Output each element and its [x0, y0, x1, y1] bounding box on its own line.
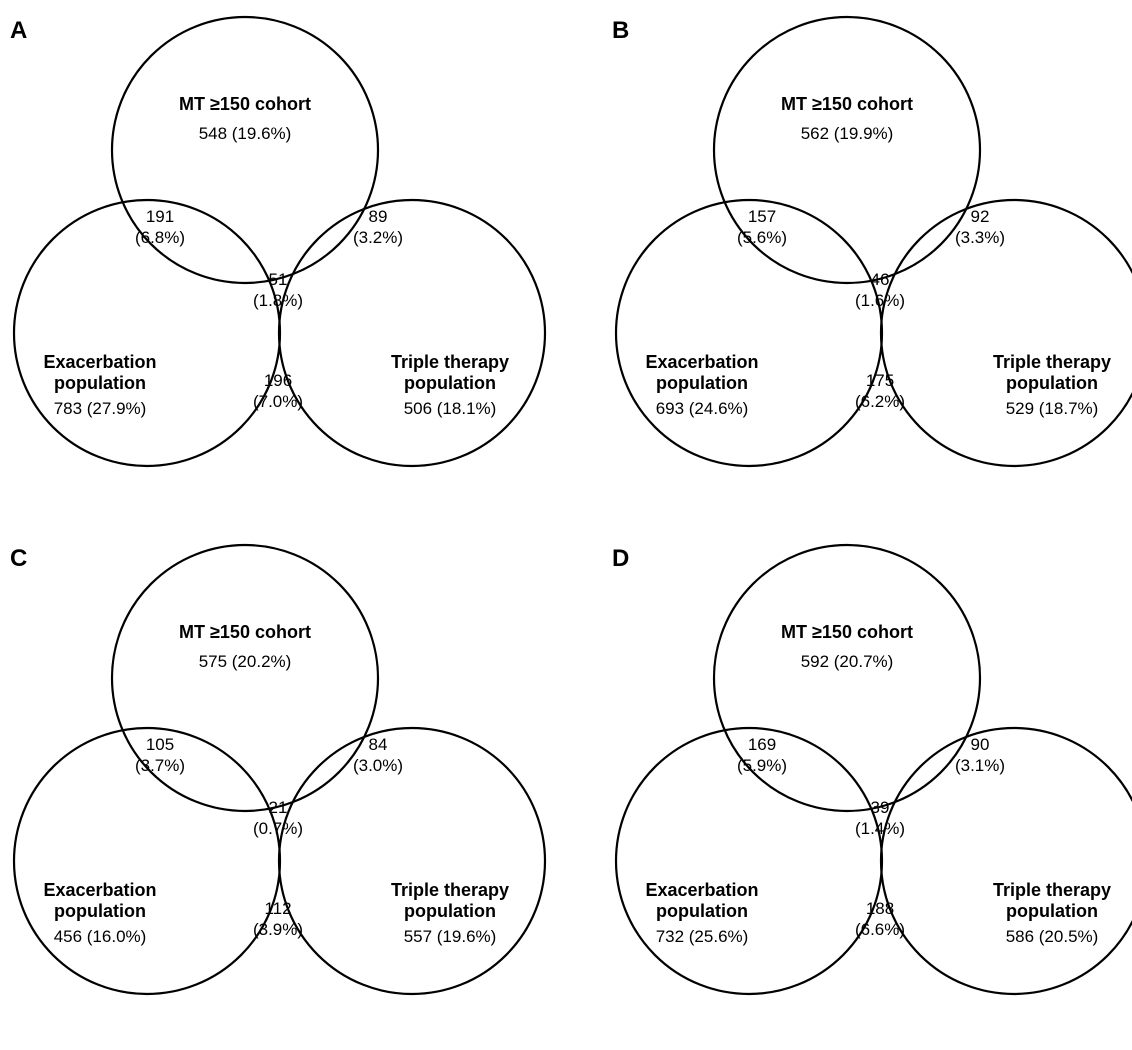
exacerbation-name: Exacerbation	[43, 352, 156, 372]
mt-triple-overlap-pct: (3.0%)	[353, 756, 403, 775]
triple-therapy-only-value: 506 (18.1%)	[404, 399, 497, 418]
mt-triple-overlap-count: 89	[369, 207, 388, 226]
mt-exac-overlap-count: 191	[146, 207, 174, 226]
panel-label: B	[612, 17, 629, 44]
triple-therapy-name: Triple therapy	[993, 880, 1111, 900]
panel-label: C	[10, 545, 27, 572]
panel-label: D	[612, 545, 629, 572]
exacerbation-only-value: 783 (27.9%)	[54, 399, 147, 418]
triple-therapy-only-value: 529 (18.7%)	[1006, 399, 1099, 418]
triple-therapy-circle	[879, 198, 1132, 468]
exacerbation-only-value: 732 (25.6%)	[656, 927, 749, 946]
exac-triple-overlap-count: 112	[264, 899, 291, 918]
mt-cohort-only-value: 592 (20.7%)	[801, 652, 894, 671]
exacerbation-name: population	[54, 373, 146, 393]
mt-triple-overlap-pct: (3.2%)	[353, 228, 403, 247]
triple-therapy-name: Triple therapy	[391, 880, 509, 900]
triple-therapy-circle	[277, 726, 547, 996]
exac-triple-overlap-count: 188	[866, 899, 894, 918]
exac-triple-overlap-count: 196	[264, 371, 292, 390]
mt-triple-overlap-count: 90	[971, 735, 990, 754]
all-three-overlap-count: 51	[269, 270, 288, 289]
exacerbation-name: Exacerbation	[645, 352, 758, 372]
mt-cohort-circle	[712, 15, 982, 285]
mt-cohort-name: MT ≥150 cohort	[781, 622, 913, 642]
mt-exac-overlap-count: 157	[748, 207, 776, 226]
mt-cohort-circle	[712, 543, 982, 813]
mt-cohort-only-value: 548 (19.6%)	[199, 124, 292, 143]
mt-triple-overlap-pct: (3.3%)	[955, 228, 1005, 247]
mt-cohort-only-value: 562 (19.9%)	[801, 124, 894, 143]
all-three-overlap-count: 21	[269, 798, 288, 817]
triple-therapy-name: population	[1006, 901, 1098, 921]
exac-triple-overlap-pct: (3.9%)	[253, 920, 303, 939]
exacerbation-name: population	[54, 901, 146, 921]
mt-triple-overlap-count: 84	[369, 735, 388, 754]
mt-exac-overlap-pct: (3.7%)	[135, 756, 185, 775]
triple-therapy-only-value: 557 (19.6%)	[404, 927, 497, 946]
exac-triple-overlap-pct: (6.2%)	[855, 392, 905, 411]
all-three-overlap-count: 46	[871, 270, 890, 289]
mt-cohort-name: MT ≥150 cohort	[781, 94, 913, 114]
mt-triple-overlap-pct: (3.1%)	[955, 756, 1005, 775]
triple-therapy-name: Triple therapy	[391, 352, 509, 372]
exacerbation-name: population	[656, 901, 748, 921]
triple-therapy-name: population	[1006, 373, 1098, 393]
triple-therapy-name: population	[404, 373, 496, 393]
all-three-overlap-pct: (1.4%)	[855, 819, 905, 838]
triple-therapy-only-value: 586 (20.5%)	[1006, 927, 1099, 946]
exacerbation-name: population	[656, 373, 748, 393]
exacerbation-name: Exacerbation	[645, 880, 758, 900]
all-three-overlap-pct: (1.8%)	[253, 291, 303, 310]
all-three-overlap-pct: (0.7%)	[253, 819, 303, 838]
triple-therapy-circle	[277, 198, 547, 468]
triple-therapy-circle	[879, 726, 1132, 996]
mt-cohort-name: MT ≥150 cohort	[179, 94, 311, 114]
mt-exac-overlap-pct: (5.6%)	[737, 228, 787, 247]
exacerbation-only-value: 693 (24.6%)	[656, 399, 749, 418]
mt-cohort-circle	[110, 543, 380, 813]
mt-cohort-only-value: 575 (20.2%)	[199, 652, 292, 671]
exac-triple-overlap-pct: (7.0%)	[253, 392, 303, 411]
triple-therapy-name: population	[404, 901, 496, 921]
mt-cohort-circle	[110, 15, 380, 285]
triple-therapy-name: Triple therapy	[993, 352, 1111, 372]
panel-label: A	[10, 17, 27, 44]
exacerbation-name: Exacerbation	[43, 880, 156, 900]
mt-exac-overlap-count: 105	[146, 735, 174, 754]
mt-triple-overlap-count: 92	[971, 207, 990, 226]
mt-cohort-name: MT ≥150 cohort	[179, 622, 311, 642]
exac-triple-overlap-count: 175	[866, 371, 894, 390]
all-three-overlap-count: 39	[871, 798, 890, 817]
all-three-overlap-pct: (1.6%)	[855, 291, 905, 310]
mt-exac-overlap-pct: (5.9%)	[737, 756, 787, 775]
mt-exac-overlap-count: 169	[748, 735, 776, 754]
mt-exac-overlap-pct: (6.8%)	[135, 228, 185, 247]
exacerbation-only-value: 456 (16.0%)	[54, 927, 147, 946]
exac-triple-overlap-pct: (6.6%)	[855, 920, 905, 939]
